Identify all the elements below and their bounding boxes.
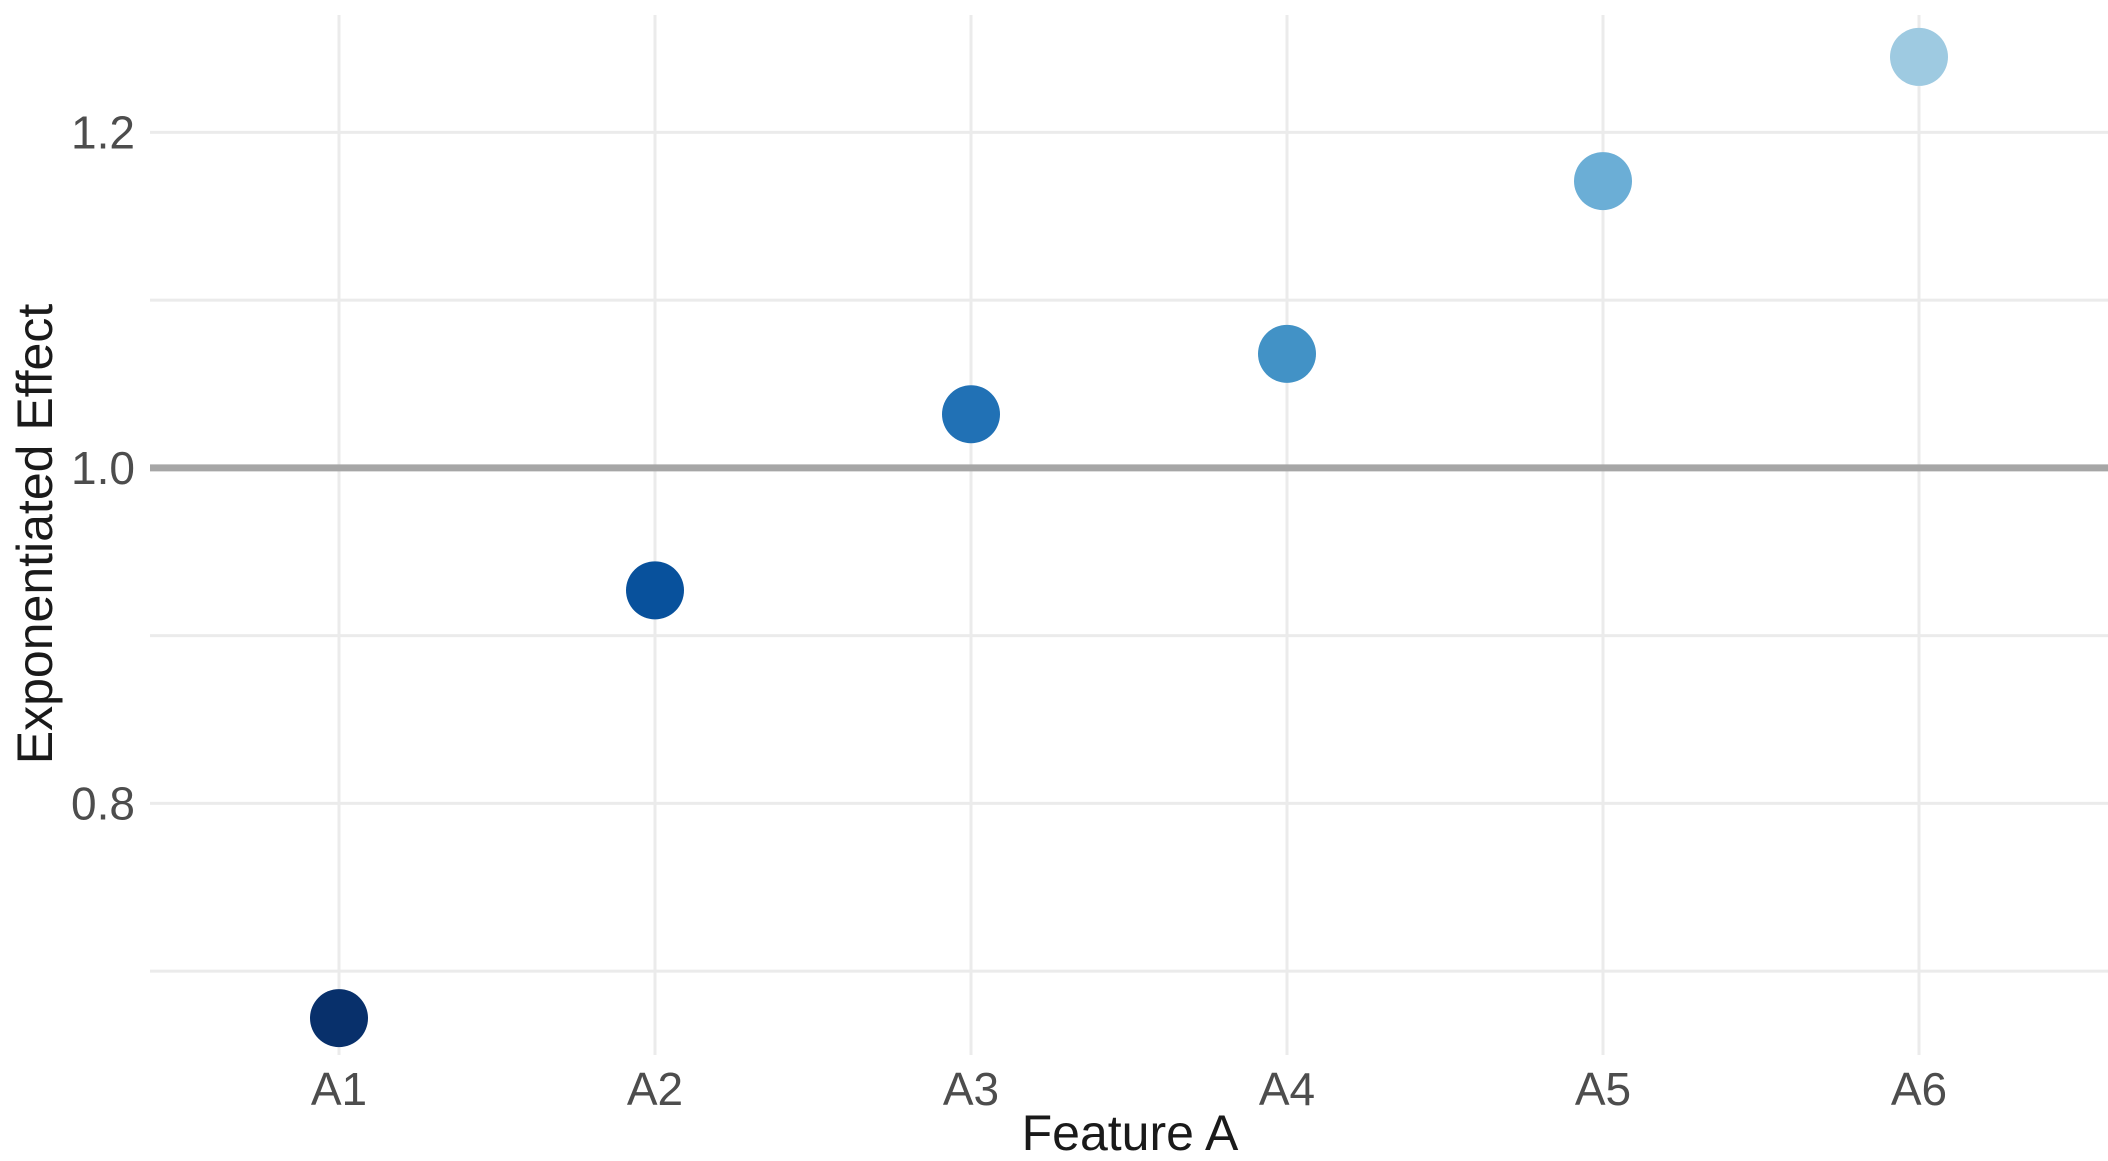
data-point-a2 (626, 561, 684, 620)
data-point-a1 (310, 989, 368, 1048)
data-point-a3 (942, 385, 1000, 444)
x-tick-label: A5 (1575, 1063, 1631, 1115)
data-points (310, 27, 1948, 1048)
x-tick-label: A3 (943, 1063, 999, 1115)
grid-lines (150, 15, 2108, 1055)
data-point-a6 (1890, 27, 1948, 86)
x-tick-label: A1 (311, 1063, 367, 1115)
data-point-a4 (1258, 324, 1316, 383)
y-tick-label: 1.0 (71, 442, 135, 494)
x-tick-labels: A1 A2 A3 A4 A5 A6 (311, 1063, 1947, 1115)
y-tick-labels: 0.8 1.0 1.2 (71, 106, 135, 829)
y-axis-title: Exponentiated Effect (7, 304, 63, 765)
x-tick-label: A4 (1259, 1063, 1315, 1115)
x-tick-label: A6 (1891, 1063, 1947, 1115)
y-tick-label: 1.2 (71, 106, 135, 158)
data-point-a5 (1574, 152, 1632, 211)
y-tick-label: 0.8 (71, 777, 135, 829)
x-axis-title: Feature A (1022, 1105, 1239, 1161)
x-tick-label: A2 (627, 1063, 683, 1115)
